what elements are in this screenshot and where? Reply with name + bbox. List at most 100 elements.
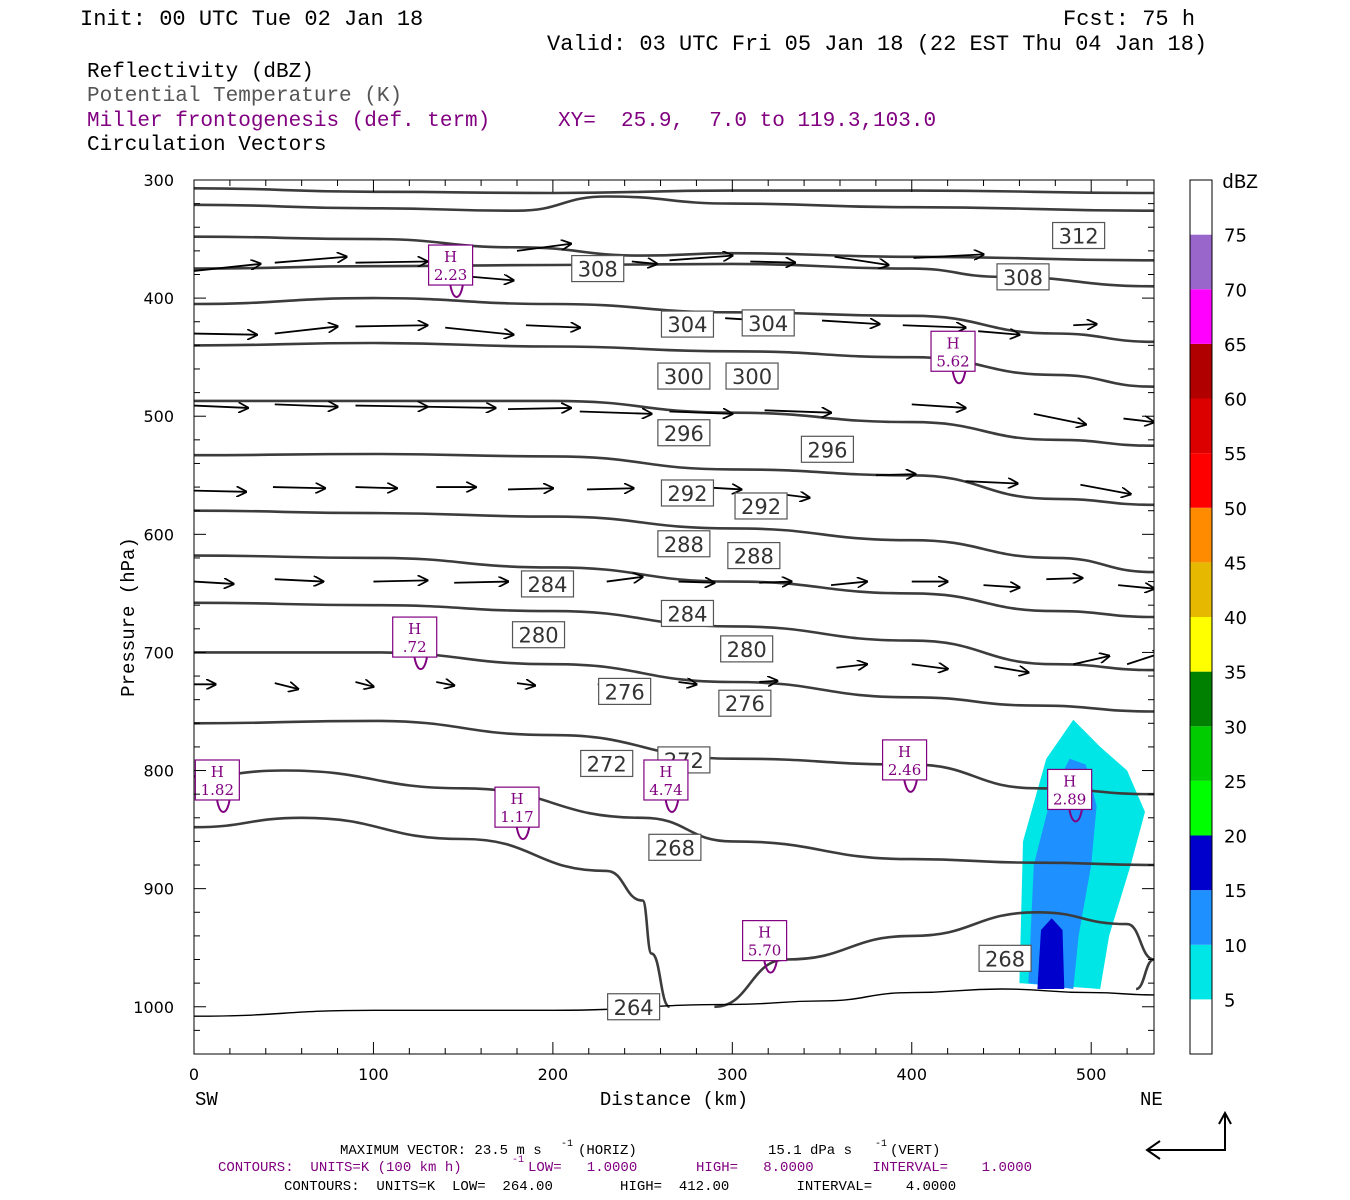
circulation-vector <box>750 261 795 262</box>
theta-label: 296 <box>807 438 847 462</box>
circulation-vector <box>669 411 733 413</box>
circulation-vector <box>272 487 325 488</box>
theta-label: 308 <box>578 258 618 282</box>
colorbar-frame <box>1189 179 1213 1055</box>
frontogenesis-max-value: 5.62 <box>936 352 969 370</box>
colorbar-segment <box>1190 944 1212 1000</box>
circulation-vector <box>355 487 396 488</box>
colorbar-label: 40 <box>1224 608 1247 629</box>
y-tick-label: 900 <box>143 880 174 899</box>
circulation-vector <box>194 582 233 584</box>
theta-label: 304 <box>667 313 707 337</box>
circulation-vector <box>274 326 338 335</box>
colorbar-label: 5 <box>1224 990 1235 1011</box>
colorbar-label: 10 <box>1224 936 1247 957</box>
field-vectors: Circulation Vectors <box>87 134 326 157</box>
circulation-vector <box>355 406 427 407</box>
circulation-vector <box>978 331 1019 335</box>
y-axis-title: Pressure (hPa) <box>118 537 140 697</box>
footer-contours-theta: CONTOURS: UNITS=K LOW= 264.00 HIGH= 412.… <box>284 1179 956 1195</box>
frontogenesis-max-box <box>1047 768 1093 811</box>
colorbar-segment <box>1190 890 1212 945</box>
theta-label-box <box>978 944 1032 972</box>
reference-vector-icon <box>1145 1110 1232 1160</box>
field-frontogenesis: Miller frontogenesis (def. term) <box>87 110 490 133</box>
circulation-vector <box>1123 419 1154 423</box>
x-tick-label: 0 <box>189 1065 199 1084</box>
theta-contour-292 <box>194 341 1154 388</box>
circulation-vector <box>507 488 553 489</box>
y-tick-label: 800 <box>143 762 174 781</box>
y-tick-label: 700 <box>143 643 174 662</box>
theta-label-box <box>648 833 702 861</box>
circulation-vector <box>678 682 696 684</box>
theta-label-box <box>571 254 625 283</box>
theta-label: 292 <box>667 482 707 506</box>
theta-label: 272 <box>587 752 627 776</box>
circulation-vector <box>836 664 867 668</box>
frontogenesis-max-box <box>930 330 976 372</box>
circulation-vector <box>194 264 260 272</box>
theta-label: 288 <box>734 545 774 569</box>
frontogenesis-max-h: H <box>659 763 672 781</box>
circulation-vector <box>445 326 513 335</box>
frontogenesis-max-value: 1.17 <box>500 808 533 826</box>
circulation-vector <box>579 411 652 413</box>
valid-time: Valid: 03 UTC Fri 05 Jan 18 (22 EST Thu … <box>547 32 1207 57</box>
x-tick-label: 200 <box>538 1065 569 1084</box>
footer-max-vector-horiz-tag: (HORIZ) <box>578 1143 637 1159</box>
colorbar-segment <box>1190 398 1212 454</box>
theta-contour-284 <box>194 452 1154 507</box>
colorbar-segment <box>1190 180 1212 235</box>
footer-contours-frontogenesis: CONTOURS: UNITS=K (100 km h) <box>218 1160 462 1176</box>
colorbar-label: 50 <box>1224 499 1247 520</box>
circulation-vector <box>834 255 889 265</box>
frontogenesis-max-h: H <box>211 763 224 781</box>
colorbar-segment <box>1190 835 1212 891</box>
theta-label-box <box>657 419 711 447</box>
colorbar-title: dBZ <box>1222 172 1258 195</box>
circulation-vector <box>830 582 867 586</box>
circulation-vector <box>516 244 571 252</box>
theta-label-box <box>657 530 711 558</box>
circulation-vector <box>454 582 508 583</box>
circulation-vector <box>194 491 246 492</box>
frontogenesis-max-value: 1.82 <box>201 781 234 799</box>
colorbar-segment <box>1190 726 1212 781</box>
plot-area: 312 308 308 304 304 300 300 296 296 292 292 288 288 2… <box>133 171 1155 1084</box>
circulation-vector <box>902 325 966 327</box>
circulation-vector <box>913 254 984 258</box>
circulation-vector <box>1046 578 1082 579</box>
circulation-vector <box>355 261 427 262</box>
circulation-vector <box>875 474 915 475</box>
colorbar-label: 25 <box>1224 772 1247 793</box>
circulation-vector <box>1033 412 1086 425</box>
theta-label: 312 <box>1059 225 1099 249</box>
theta-label: 276 <box>605 680 645 704</box>
theta-label-box <box>727 541 781 570</box>
x-axis-title: Distance (km) <box>600 1089 748 1111</box>
x-end-label-ne: NE <box>1140 1089 1163 1111</box>
x-tick-label: 500 <box>1076 1065 1107 1084</box>
circulation-vector <box>586 488 634 489</box>
footer-max-vector-vert: 15.1 dPa s <box>768 1143 852 1159</box>
colorbar-segment <box>1190 562 1212 617</box>
theta-label: 280 <box>518 624 558 648</box>
colorbar-segment <box>1190 999 1212 1054</box>
circulation-vector <box>355 682 373 687</box>
colorbar-label: 30 <box>1224 717 1247 738</box>
theta-label: 268 <box>985 947 1025 971</box>
colorbar-segment <box>1190 234 1212 290</box>
circulation-vector <box>274 683 298 689</box>
theta-label: 308 <box>1003 266 1043 290</box>
frontogenesis-max-value: 2.46 <box>888 761 921 779</box>
colorbar-label: 65 <box>1224 335 1247 356</box>
footer-exp-3: -1 <box>512 1155 524 1166</box>
theta-label: 264 <box>614 996 654 1020</box>
circulation-vector <box>373 580 427 581</box>
x-tick-label: 300 <box>717 1065 748 1084</box>
frontogenesis-max-h: H <box>510 790 523 808</box>
circulation-vector <box>355 325 427 326</box>
theta-label: 280 <box>727 638 767 662</box>
